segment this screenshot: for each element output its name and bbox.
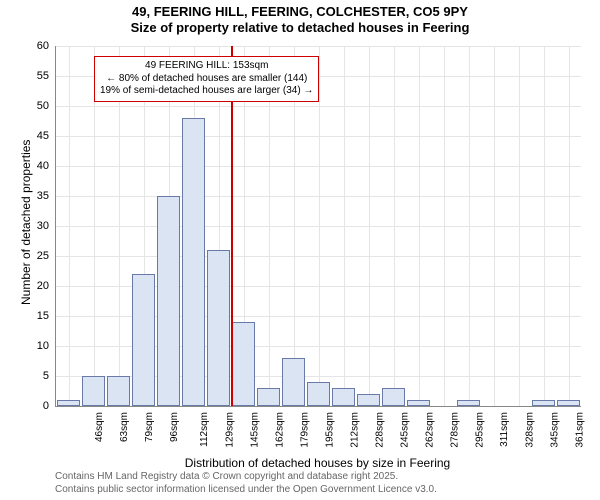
histogram-bar (307, 382, 330, 406)
x-tick: 228sqm (374, 412, 385, 448)
histogram-bar (182, 118, 205, 406)
x-tick: 162sqm (274, 412, 285, 448)
annotation-line: 19% of semi-detached houses are larger (… (100, 85, 313, 98)
histogram-bar (257, 388, 280, 406)
y-axis-label: Number of detached properties (19, 140, 33, 305)
chart-title: 49, FEERING HILL, FEERING, COLCHESTER, C… (0, 0, 600, 37)
y-tick: 55 (25, 70, 49, 82)
x-tick: 345sqm (549, 412, 560, 448)
x-tick: 112sqm (198, 412, 209, 447)
x-tick: 179sqm (299, 412, 310, 448)
histogram-bar (282, 358, 305, 406)
histogram-bar (232, 322, 255, 406)
x-tick: 212sqm (349, 412, 360, 448)
histogram-bar (357, 394, 380, 406)
x-tick: 129sqm (224, 412, 235, 448)
histogram-bar (457, 400, 480, 406)
histogram-bar (557, 400, 580, 406)
y-tick: 60 (25, 40, 49, 52)
footer-line1: Contains HM Land Registry data © Crown c… (55, 471, 437, 484)
x-tick: 295sqm (474, 412, 485, 448)
title-line1: 49, FEERING HILL, FEERING, COLCHESTER, C… (0, 4, 600, 20)
x-tick: 278sqm (449, 412, 460, 448)
x-tick: 145sqm (249, 412, 260, 448)
x-tick: 96sqm (169, 412, 180, 442)
x-tick: 195sqm (324, 412, 335, 448)
annotation-line: 49 FEERING HILL: 153sqm (100, 60, 313, 73)
histogram-bar (57, 400, 80, 406)
title-line2: Size of property relative to detached ho… (0, 20, 600, 36)
y-tick: 10 (25, 340, 49, 352)
x-tick: 361sqm (574, 412, 585, 448)
histogram-bar (82, 376, 105, 406)
x-tick: 262sqm (424, 412, 435, 448)
histogram-bar (407, 400, 430, 406)
x-tick: 63sqm (119, 412, 130, 442)
annotation-line: ← 80% of detached houses are smaller (14… (100, 73, 313, 86)
y-tick: 5 (25, 370, 49, 382)
histogram-bar (157, 196, 180, 406)
histogram-bar (332, 388, 355, 406)
histogram-chart: 49 FEERING HILL: 153sqm← 80% of detached… (55, 46, 580, 406)
annotation-box: 49 FEERING HILL: 153sqm← 80% of detached… (94, 56, 319, 102)
y-tick: 0 (25, 400, 49, 412)
x-tick: 79sqm (144, 412, 155, 442)
y-tick: 50 (25, 100, 49, 112)
histogram-bar (132, 274, 155, 406)
footer-line2: Contains public sector information licen… (55, 484, 437, 497)
plot-area: 49 FEERING HILL: 153sqm← 80% of detached… (55, 46, 581, 407)
y-tick: 15 (25, 310, 49, 322)
histogram-bar (107, 376, 130, 406)
x-tick: 311sqm (498, 412, 509, 447)
histogram-bar (382, 388, 405, 406)
footer: Contains HM Land Registry data © Crown c… (55, 471, 437, 496)
x-tick: 328sqm (524, 412, 535, 448)
histogram-bar (207, 250, 230, 406)
x-tick: 46sqm (94, 412, 105, 442)
x-axis-label: Distribution of detached houses by size … (55, 456, 580, 470)
x-tick: 245sqm (399, 412, 410, 448)
histogram-bar (532, 400, 555, 406)
